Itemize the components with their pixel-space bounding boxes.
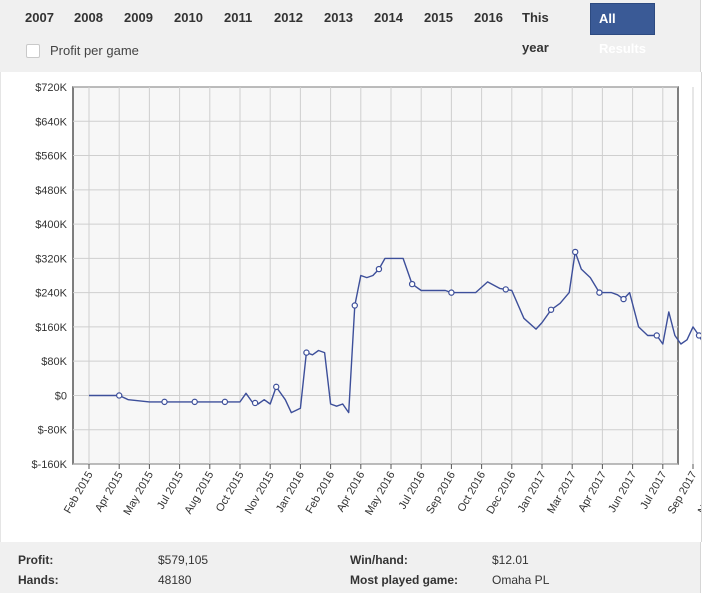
tab-2012[interactable]: 2012: [274, 10, 303, 25]
data-point: [596, 289, 603, 296]
y-tick-label: $640K: [35, 116, 67, 128]
x-tick-label: Apr 2016: [335, 470, 368, 515]
profit-label: Profit:: [18, 553, 54, 567]
data-point: [695, 332, 703, 339]
data-point: [620, 295, 627, 303]
y-tick-label: $-160K: [32, 459, 68, 471]
data-point: [251, 399, 259, 407]
tab-2008[interactable]: 2008: [74, 10, 103, 25]
data-point: [448, 289, 455, 296]
y-tick-label: $80K: [41, 356, 67, 368]
tab-2014[interactable]: 2014: [374, 10, 403, 25]
tab-2007[interactable]: 2007: [25, 10, 54, 25]
hands-value: 48180: [158, 573, 192, 587]
y-tick-label: $560K: [35, 151, 67, 163]
data-point: [653, 332, 660, 339]
x-tick-label: Sep 2017: [666, 470, 700, 517]
tab-this-year[interactable]: This year: [522, 10, 549, 55]
profit-value: $579,105: [158, 553, 209, 567]
x-tick-label: Jul 2017: [638, 470, 669, 512]
stats-panel: Profit: $579,105 Win/hand: $12.01 Hands:…: [0, 542, 701, 593]
x-tick-label: Jan 2017: [516, 470, 549, 515]
data-point: [191, 398, 198, 406]
data-point: [375, 265, 383, 273]
tab-2011[interactable]: 2011: [224, 10, 253, 25]
y-tick-label: $160K: [35, 322, 67, 334]
y-tick-label: $480K: [35, 185, 67, 197]
data-point: [161, 398, 168, 406]
x-tick-label: Dec 2016: [484, 470, 518, 517]
x-tick-label: Nov 2015: [243, 470, 277, 517]
y-tick-label: $400K: [35, 219, 67, 231]
x-tick-label: Aug 2015: [182, 470, 216, 517]
data-point: [351, 302, 358, 309]
data-point: [502, 286, 509, 293]
x-tick-label: Feb 2016: [304, 470, 338, 516]
most-played-label: Most played game:: [350, 573, 459, 587]
results-filter-bar: 2007 2008 2009 2010 2011 2012 2013 2014 …: [0, 0, 701, 72]
x-tick-label: Oct 2015: [214, 470, 247, 515]
x-tick-label: May 2016: [363, 470, 398, 518]
y-tick-label: $320K: [35, 253, 67, 265]
x-tick-label: Jul 2015: [155, 470, 186, 512]
data-point: [303, 349, 310, 356]
plot-area: [72, 86, 679, 465]
x-tick-label: Feb 2015: [62, 470, 96, 516]
data-point: [408, 280, 416, 288]
x-tick-label: Oct 2016: [455, 469, 488, 514]
hands-label: Hands:: [18, 573, 59, 587]
profit-line: [89, 251, 705, 414]
profit-chart: $-160K $-80K $0 $80K $160K $240K $320K $400K $48…: [0, 72, 705, 542]
data-point: [221, 398, 229, 406]
tab-2009[interactable]: 2009: [124, 10, 153, 25]
data-point: [572, 248, 579, 256]
x-tick-label: May 2015: [121, 470, 156, 518]
data-point: [547, 306, 555, 313]
tab-2016[interactable]: 2016: [474, 10, 503, 25]
profit-per-game-label: Profit per game: [50, 43, 139, 58]
data-point: [273, 383, 280, 391]
x-tick-label: Apr 2015: [93, 470, 126, 515]
tab-all-results[interactable]: All Results: [590, 3, 655, 56]
profit-chart-svg: $-160K $-80K $0 $80K $160K $240K $320K $400K $48…: [32, 82, 705, 518]
x-tick-label: Sep 2016: [424, 470, 458, 517]
y-tick-label: $720K: [35, 82, 67, 94]
tab-2010[interactable]: 2010: [174, 10, 203, 25]
tab-2015[interactable]: 2015: [424, 10, 453, 25]
x-tick-label: Jan 2016: [274, 470, 307, 515]
win-per-hand-value: $12.01: [492, 553, 529, 567]
x-tick-label: Apr 2017: [576, 470, 609, 515]
x-tick-label: Jun 2017: [606, 470, 639, 515]
profit-per-game-checkbox[interactable]: [26, 44, 40, 58]
y-tick-label: $240K: [35, 288, 67, 300]
most-played-value: Omaha PL: [492, 573, 550, 587]
y-tick-label: $0: [55, 390, 67, 402]
data-point: [115, 392, 123, 399]
y-tick-label: $-80K: [38, 425, 68, 437]
x-tick-label: Mar 2017: [545, 470, 579, 516]
x-tick-label: Jul 2016: [397, 470, 428, 512]
tab-2013[interactable]: 2013: [324, 10, 353, 25]
win-per-hand-label: Win/hand:: [350, 553, 408, 567]
